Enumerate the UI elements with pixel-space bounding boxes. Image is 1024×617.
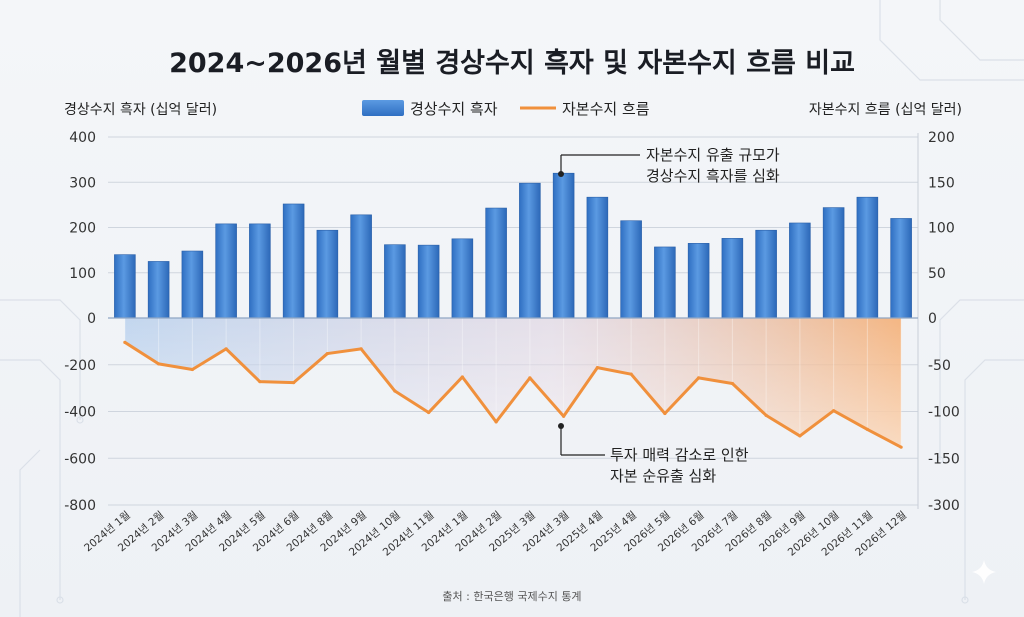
negative-area-fade	[124, 318, 902, 448]
annotation-top-dot	[558, 171, 564, 177]
legend-label-bar: 경상수지 흑자	[410, 100, 498, 118]
line-point	[899, 445, 903, 449]
y-left-tick-label: -400	[64, 405, 96, 421]
line-point	[764, 413, 768, 417]
y-right-tick-label: -150	[928, 451, 960, 467]
bar	[384, 244, 406, 319]
y-right-tick-label: 100	[928, 221, 955, 237]
bar	[215, 223, 237, 319]
y-axis-right-title: 자본수지 흐름 (십억 달러)	[809, 102, 962, 118]
y-left-tick-label: 200	[69, 221, 96, 237]
line-point	[359, 347, 363, 351]
line-area-fill	[124, 318, 902, 448]
bar	[249, 223, 271, 319]
y-right-tick-label: -50	[928, 358, 951, 374]
bar	[789, 222, 811, 319]
y-left-tick-label: -800	[64, 498, 96, 514]
y-axis-left-title: 경상수지 흑자 (십억 달러)	[64, 101, 217, 118]
bar	[721, 238, 744, 319]
line-point	[528, 376, 532, 380]
y-right-tick-label: -100	[928, 405, 960, 421]
line-point	[325, 351, 329, 356]
bar	[890, 218, 912, 319]
bar	[181, 250, 204, 319]
line-point	[494, 420, 498, 424]
y-right-tick-label: 200	[928, 130, 955, 146]
bar	[147, 261, 170, 319]
legend-label-line: 자본수지 흐름	[562, 100, 650, 118]
bars	[108, 172, 918, 319]
annotation-bottom-line1: 투자 매력 감소로 인한	[610, 446, 749, 464]
bar	[755, 229, 777, 319]
sparkle-icon	[972, 560, 996, 584]
line-point	[427, 410, 431, 415]
bar	[350, 214, 372, 319]
bar	[654, 246, 676, 319]
annotation-bottom-dot	[558, 423, 564, 429]
line-point	[663, 411, 667, 416]
line-point	[798, 434, 802, 438]
line-point	[190, 367, 194, 372]
line-point	[730, 381, 734, 386]
bar	[822, 207, 845, 319]
y-axis-right-ticks: 200 150 100 50 0 -50 -100 -150 -300	[928, 130, 960, 514]
bar	[282, 203, 305, 319]
y-left-tick-label: 100	[69, 266, 96, 282]
annotation-top-line2: 경상수지 흑자를 심화	[646, 167, 780, 185]
y-left-tick-label: -200	[64, 358, 96, 374]
line-point	[224, 347, 228, 351]
bar	[620, 220, 642, 319]
bar	[856, 196, 879, 319]
y-left-tick-label: 0	[87, 311, 96, 327]
line-point	[629, 372, 633, 376]
bar	[687, 243, 710, 319]
bar	[552, 172, 575, 319]
line-point	[865, 427, 869, 431]
legend-swatch-bar	[362, 100, 404, 116]
annotation-top: 자본수지 유출 규모가 경상수지 흑자를 심화	[558, 146, 780, 185]
line-point	[157, 362, 161, 366]
annotation-bottom: 투자 매력 감소로 인한 자본 순유출 심화	[558, 423, 749, 485]
source-note: 출처 : 한국은행 국제수지 통계	[442, 590, 581, 603]
bar	[586, 196, 609, 319]
y-left-tick-label: 400	[69, 130, 96, 146]
line-point	[595, 366, 599, 370]
line-point	[292, 380, 296, 385]
annotation-top-line1: 자본수지 유출 규모가	[646, 146, 780, 164]
y-right-tick-label: -300	[928, 498, 960, 514]
bar	[114, 254, 136, 319]
annotation-bottom-line2: 자본 순유출 심화	[610, 467, 716, 485]
line-point	[258, 380, 262, 384]
y-left-tick-label: 300	[69, 175, 96, 191]
y-right-tick-label: 50	[928, 266, 946, 282]
line-path	[124, 341, 902, 449]
bar	[316, 229, 339, 319]
y-axis-left-ticks: 400 300 200 100 0 -200 -400 -600 -800	[64, 130, 96, 514]
line-point	[832, 409, 836, 413]
legend: 경상수지 흑자 자본수지 흐름	[362, 100, 650, 118]
line-series	[123, 340, 903, 449]
bar	[451, 238, 474, 319]
line-point	[562, 414, 566, 418]
line-point	[460, 375, 464, 379]
y-left-tick-label: -600	[64, 451, 96, 467]
y-right-tick-label: 0	[928, 311, 937, 327]
line-point	[123, 340, 127, 344]
line-point	[393, 389, 397, 393]
y-right-tick-label: 150	[928, 175, 955, 191]
bar	[519, 182, 541, 319]
bar	[485, 207, 507, 319]
line-point	[697, 376, 701, 380]
chart-title: 2024~2026년 월별 경상수지 흑자 및 자본수지 흐름 비교	[169, 48, 855, 79]
bar	[417, 244, 440, 319]
